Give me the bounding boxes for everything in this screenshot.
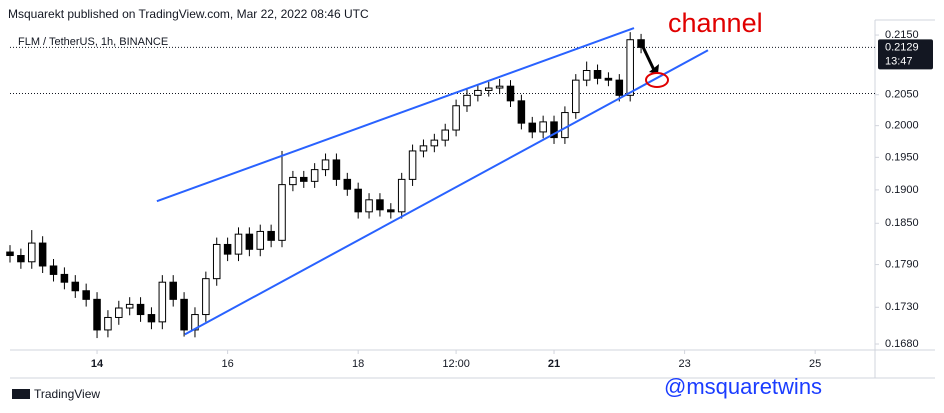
candle-body <box>419 145 428 152</box>
x-tick-label: 25 <box>809 358 821 370</box>
candle-body <box>517 100 526 124</box>
candle-body <box>212 243 221 280</box>
candle-body <box>71 281 80 292</box>
candle-body <box>180 298 188 331</box>
candle-body <box>495 85 504 89</box>
candle-body <box>604 77 613 81</box>
trend-line <box>184 49 709 336</box>
y-tick-label: 0.2000 <box>885 120 919 132</box>
x-tick-label: 21 <box>548 358 560 370</box>
candle-body <box>474 89 482 96</box>
candle-body <box>310 169 319 182</box>
candle-body <box>582 70 591 81</box>
candle-body <box>572 79 580 114</box>
candle-body <box>300 176 308 182</box>
candle-body <box>441 129 449 141</box>
candle-body <box>408 150 417 180</box>
candle-body <box>245 233 254 250</box>
y-tick-label: 0.2050 <box>885 89 919 101</box>
candle-body <box>637 39 645 48</box>
annotation: channel <box>668 8 763 38</box>
candle-body <box>115 307 123 318</box>
candle-body <box>463 94 471 107</box>
y-tick-label: 0.1850 <box>885 217 919 229</box>
candle-body <box>93 298 101 331</box>
candle-body <box>234 233 243 255</box>
arrow <box>641 46 656 71</box>
arrow-head <box>649 64 659 74</box>
candle-body <box>332 159 341 180</box>
highlight-circle <box>645 72 669 88</box>
publisher-line: Msquarekt published on TradingView.com, … <box>8 7 369 21</box>
candle-body <box>506 85 515 102</box>
countdown: 13:47 <box>885 55 913 67</box>
candle-body <box>17 255 25 263</box>
y-tick-label: 0.1730 <box>885 301 919 313</box>
candle-body <box>365 199 373 213</box>
candle-body <box>354 188 362 213</box>
candle-body <box>289 176 297 186</box>
candle-body <box>6 251 14 257</box>
y-tick-label: 0.1790 <box>885 258 919 270</box>
candle-body <box>387 209 395 213</box>
x-tick-label: 14 <box>91 358 104 370</box>
candle-body <box>60 273 69 283</box>
candle-body <box>38 242 47 267</box>
symbol-title: FLM / TetherUS, 1h, BINANCE <box>18 36 168 48</box>
y-tick-label: 0.2150 <box>885 29 919 41</box>
candle-body <box>550 121 558 139</box>
candle-body <box>49 265 58 275</box>
candle-body <box>376 199 384 211</box>
candle-body <box>397 178 406 213</box>
candle-body <box>104 316 112 331</box>
candle-body <box>147 314 156 323</box>
candle-body <box>561 112 569 139</box>
candle-body <box>528 122 537 133</box>
last-price-label: 0.2129 <box>885 41 919 53</box>
candle-body <box>278 184 286 241</box>
candle-body <box>202 278 210 316</box>
candle-body <box>267 230 275 241</box>
candle-body <box>321 159 330 171</box>
candle-body <box>430 139 439 147</box>
y-tick-label: 0.1680 <box>885 338 919 350</box>
y-tick-label: 0.1950 <box>885 151 919 163</box>
x-tick-label: 16 <box>221 358 233 370</box>
candle-body <box>82 290 90 300</box>
candle-body <box>626 39 634 96</box>
y-tick-label: 0.1900 <box>885 184 919 196</box>
candle-body <box>223 243 232 255</box>
candle-body <box>136 303 145 316</box>
last-price-box <box>878 39 933 70</box>
candle-body <box>484 87 493 91</box>
x-tick-label: 18 <box>352 358 364 370</box>
x-tick-label: 23 <box>678 358 690 370</box>
trend-line <box>156 27 635 203</box>
x-tick-label: 12:00 <box>442 358 470 370</box>
candle-body <box>169 281 177 300</box>
candle-body <box>539 121 547 133</box>
watermark: @msquaretwins <box>664 374 822 399</box>
brand: TradingView <box>34 387 100 401</box>
candle-body <box>125 303 134 309</box>
candle-body <box>27 242 36 263</box>
candle-body <box>158 281 167 323</box>
brand-logo <box>12 389 30 399</box>
candle-body <box>343 178 352 190</box>
candle-body <box>593 70 602 79</box>
candle-body <box>256 230 265 250</box>
candle-body <box>452 105 460 131</box>
candle-body <box>615 79 624 96</box>
